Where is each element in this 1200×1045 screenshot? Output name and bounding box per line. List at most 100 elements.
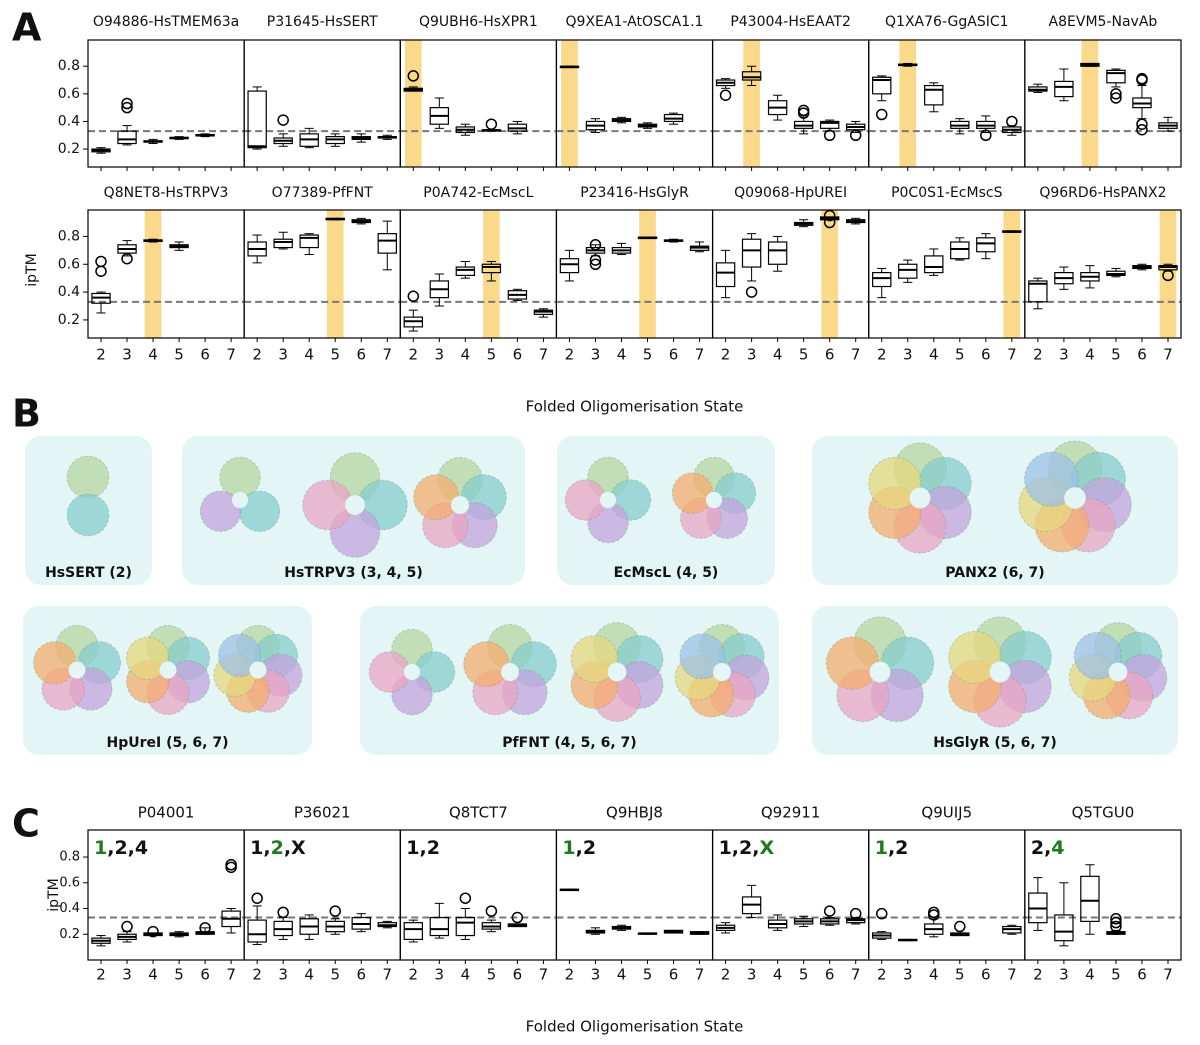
x-axis-label: Folded Oligomerisation State [526,1018,744,1036]
x-tick-label: 2 [1033,966,1043,984]
x-tick-label: 2 [565,346,575,364]
structure-subunit [463,641,510,688]
outlier [1110,916,1122,929]
outlier [589,258,602,271]
best-state-highlight [561,40,578,167]
x-tick-label: 3 [122,346,132,364]
box [299,234,319,249]
structure-label: HsSERT (2) [45,565,132,581]
outlier [823,129,836,141]
box [1028,280,1048,303]
outlier [459,892,472,904]
x-tick-label: 4 [1085,346,1095,364]
box [377,233,397,254]
x-tick-label: 2 [565,966,575,984]
best-state-highlight [1159,210,1177,338]
annotation: 1,2,4 [94,837,148,859]
structure-pore [68,661,86,679]
box [898,263,918,279]
x-tick-label: 2 [877,346,887,364]
x-tick-label: 4 [617,966,627,984]
x-tick-label: 5 [174,346,184,364]
y-tick-label: 0.2 [58,141,80,157]
x-tick-label: 4 [773,966,783,984]
panel-frame [87,39,245,168]
outlier [1136,72,1148,85]
best-state-highlight [404,40,422,167]
x-tick-label: 7 [1163,966,1173,984]
x-tick-label: 4 [148,346,158,364]
box [1080,875,1100,922]
outlier [823,905,836,917]
structure-subunit [217,633,262,677]
x-tick-label: 4 [461,346,471,364]
x-tick-label: 6 [200,346,210,364]
x-tick-label: 7 [383,966,393,984]
outlier [875,907,888,920]
x-tick-label: 5 [955,966,965,984]
panel-frame [868,39,1026,168]
panel-title: P43004-HsEAAT2 [730,14,851,30]
outlier [511,911,524,924]
annotation-part: 2 [271,837,284,859]
y-tick-label: 0.6 [58,256,80,272]
y-tick-label: 0.8 [58,58,80,74]
box [455,266,476,276]
structure-subunit [948,630,1002,685]
panel-title: O77389-PfFNT [272,185,374,201]
y-tick-label: 0.6 [59,875,80,890]
panel-title: Q9UIJ5 [921,804,972,822]
outlier [251,892,263,904]
x-tick-label: 5 [955,346,965,364]
outlier [1136,123,1148,136]
annotation: 1,2 [875,837,909,859]
structure-subunit [302,479,353,531]
panel-title: P0C0S1-EcMscS [891,185,1002,201]
x-tick-label: 6 [1137,346,1147,364]
box [741,238,762,268]
structure-pore [159,661,177,679]
box [950,241,970,260]
structure-pore [501,663,519,681]
panel-title: P36021 [294,804,351,822]
x-tick-label: 7 [1007,346,1017,364]
x-tick-label: 7 [539,966,549,984]
box [1054,80,1074,98]
box [273,238,293,249]
structure-pore [705,491,723,509]
x-tick-label: 2 [877,966,887,984]
panel-frame [243,209,401,339]
outlier [980,129,992,141]
annotation-part: 1 [562,837,575,859]
outlier [277,114,289,126]
structure-subunit [33,641,77,685]
structure-pore [869,661,891,683]
y-tick-label: 0.2 [58,312,80,328]
box [481,263,502,274]
box [767,241,788,265]
best-state-highlight [144,210,162,338]
structure-subunit [1073,631,1122,680]
structure-pore [909,487,931,509]
outlier [485,118,498,130]
x-tick-label: 6 [825,966,835,984]
panel-title: Q8TCT7 [449,804,508,822]
panel-frame [1024,829,1182,961]
box [872,76,892,95]
x-tick-label: 4 [304,346,314,364]
outlier [1162,269,1174,282]
annotation-part: ,2,4 [107,837,148,859]
x-tick-label: 4 [148,966,158,984]
structure-subunit [238,490,281,532]
box [715,262,736,288]
annotation: 1,2 [406,837,440,859]
structure-subunit [368,651,411,693]
outlier [1110,88,1122,100]
panel-title: Q9XEA1-AtOSCA1.1 [566,14,704,30]
outlier [1136,118,1148,130]
x-tick-label: 6 [669,346,679,364]
annotation-part: ,2 [576,837,596,859]
y-tick-label: 0.6 [58,86,80,102]
annotation: 1,2,X [250,837,306,859]
box [819,120,840,129]
